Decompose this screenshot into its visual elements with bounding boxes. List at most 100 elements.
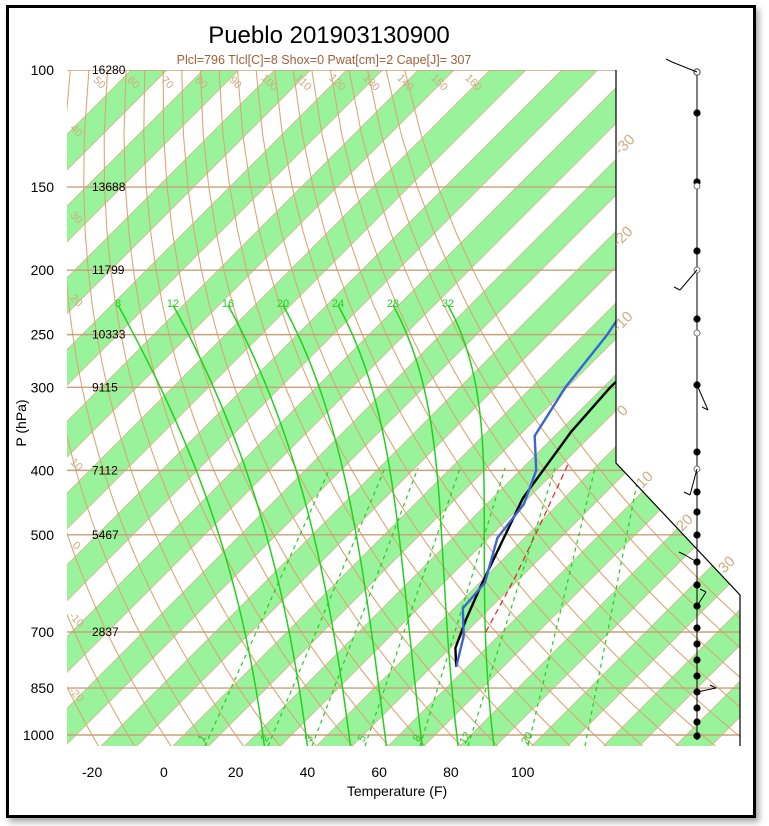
wind-level-dot (693, 672, 701, 680)
wind-level-dot (693, 508, 701, 516)
wind-level-dot (693, 448, 701, 456)
dry-adiabat (181, 70, 465, 746)
moist-adiabat-label: 16 (222, 298, 234, 310)
wind-barb-feather (665, 58, 673, 63)
wind-level-dot (693, 624, 701, 632)
moist-adiabat (117, 304, 266, 746)
isotherm-line (235, 70, 740, 746)
isotherm-band (235, 70, 740, 746)
isotherm-line (199, 70, 740, 746)
height-label: 16280 (92, 63, 126, 77)
height-label: 13688 (92, 180, 126, 194)
mixing-ratio-line (267, 467, 386, 746)
isotherm-line (67, 70, 224, 746)
dry-adiabat (199, 70, 501, 746)
wind-barb-feather (673, 286, 681, 291)
moist-adiabat (282, 304, 388, 746)
x-tick-label: 60 (371, 764, 387, 780)
pressure-tick-label: 1000 (23, 727, 54, 743)
mixing-ratio-line (364, 467, 461, 746)
isotherm-line (522, 70, 740, 746)
wind-barb-feather (701, 406, 709, 411)
height-label: 11799 (92, 263, 125, 277)
dry-adiabat (292, 70, 683, 746)
wind-level-dot (693, 640, 701, 648)
isotherm-line (163, 70, 740, 746)
x-tick-label: 0 (160, 764, 168, 780)
dry-adiabat (162, 70, 429, 746)
moist-adiabat-label: 32 (442, 298, 454, 310)
wind-level-hollow (693, 182, 701, 190)
dry-adiabat (329, 70, 740, 746)
wind-barb (696, 384, 709, 411)
moist-adiabat (392, 304, 459, 746)
isotherm-line (67, 70, 511, 746)
moist-adiabat-label: 12 (167, 298, 179, 310)
grid-lines (0, 70, 740, 749)
isotherm-line (450, 70, 740, 746)
x-tick-label: 100 (511, 764, 535, 780)
dry-adiabat (83, 70, 283, 746)
dry-adiabat (236, 70, 574, 746)
x-tick-label: -20 (82, 764, 102, 780)
pressure-tick-label: 500 (31, 527, 55, 543)
x-tick-label: 80 (443, 764, 459, 780)
wind-barb-column (665, 58, 717, 740)
moist-adiabat-label: 20 (277, 298, 289, 310)
isotherm-line (67, 70, 547, 746)
moist-adiabat (172, 304, 309, 746)
height-label: 5467 (92, 528, 119, 542)
wind-barb (696, 687, 717, 693)
moist-adiabat-label: 8 (115, 298, 121, 310)
isotherm-line (67, 70, 331, 746)
dry-adiabat (366, 70, 740, 746)
isotherm-line (737, 70, 740, 746)
wind-level-dot (693, 718, 701, 726)
pressure-tick-label: 150 (31, 179, 55, 195)
mixing-ratio-line (311, 467, 419, 746)
wind-level-hollow (693, 329, 701, 337)
mixing-ratio-label: 1 (196, 733, 209, 744)
dry-adiabat (67, 70, 101, 746)
x-axis-label: Temperature (F) (347, 783, 447, 799)
isotherm-band (522, 70, 740, 746)
wind-level-dot (693, 581, 701, 589)
isotherm-band (67, 70, 331, 746)
height-label: 9115 (92, 380, 118, 394)
moist-adiabat (447, 304, 495, 746)
isotherm-band (67, 70, 740, 746)
wind-barb (679, 269, 698, 291)
height-label: 7112 (92, 463, 118, 477)
mixing-ratio-label: 3 (303, 733, 316, 744)
dry-adiabat (67, 70, 174, 746)
dry-adiabat (348, 70, 740, 746)
pressure-tick-label: 100 (31, 62, 55, 78)
isotherm-line (558, 70, 740, 746)
mixing-ratio-label: 5 (356, 733, 369, 744)
dry-adiabat (0, 70, 64, 749)
dry-adiabat (123, 70, 356, 746)
pressure-tick-label: 850 (31, 680, 55, 696)
pressure-tick-label: 250 (31, 327, 55, 343)
wind-barb-feather (678, 551, 686, 556)
mixing-ratio-label: 12 (457, 730, 474, 747)
dry-adiabat (67, 70, 247, 746)
chart-subtitle: Plcl=796 Tlcl[C]=8 Shox=0 Pwat[cm]=2 Cap… (177, 53, 472, 67)
wind-level-dot (693, 531, 701, 539)
dry-adiabat (67, 70, 138, 746)
dry-adiabat (311, 70, 720, 746)
dry-adiabat (385, 70, 740, 746)
isotherm-line (67, 70, 260, 746)
isotherm-line (67, 70, 583, 746)
dry-adiabat (404, 70, 740, 746)
dry-adiabat (103, 70, 319, 746)
wind-level-dot (693, 488, 701, 496)
isotherm-band (450, 70, 740, 746)
isotherm-line (67, 70, 690, 746)
wind-barb (689, 468, 698, 496)
isotherm-band (67, 70, 546, 746)
wind-barb (696, 591, 707, 607)
isotherm-line (594, 70, 740, 746)
dry-adiabat (274, 70, 647, 746)
